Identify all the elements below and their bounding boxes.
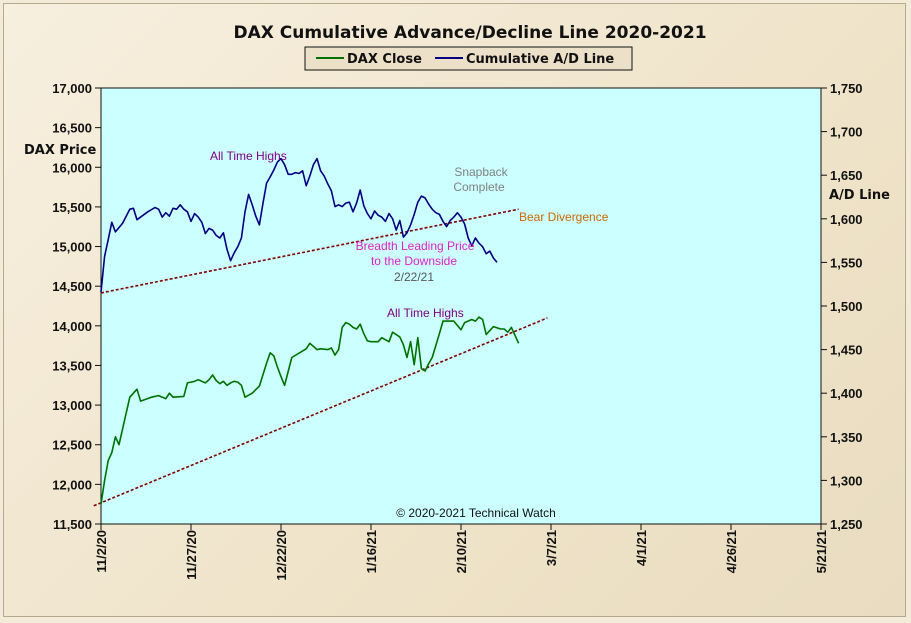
x-tick-label: 3/7/21	[544, 530, 559, 566]
annotation-snapback-1: Snapback	[454, 165, 508, 179]
dax-close-line	[100, 316, 520, 505]
x-tick-label: 5/21/21	[814, 530, 829, 573]
y-left-tick-label: 14,000	[52, 319, 92, 334]
chart-title: DAX Cumulative Advance/Decline Line 2020…	[233, 23, 706, 43]
annotation-ath-top: All Time Highs	[210, 149, 287, 163]
y-left-tick-label: 15,500	[52, 200, 92, 215]
y-left-tick-label: 14,500	[52, 279, 92, 294]
y-right-tick-label: 1,500	[830, 299, 863, 314]
y-right-tick-label: 1,250	[830, 517, 863, 532]
annotations: All Time Highs Snapback Complete Bear Di…	[210, 149, 609, 520]
x-tick-label: 4/26/21	[724, 530, 739, 573]
y-left-tick-label: 12,000	[52, 477, 92, 492]
annotation-snapback-2: Complete	[453, 180, 505, 194]
annotation-date: 2/22/21	[394, 270, 434, 284]
y-right-tick-label: 1,450	[830, 343, 863, 358]
legend-dax-label: DAX Close	[347, 52, 422, 67]
x-tick-label: 4/1/21	[634, 530, 649, 566]
annotation-breadth-1: Breadth Leading Price	[356, 239, 475, 253]
y-right-tick-label: 1,400	[830, 386, 863, 401]
annotation-breadth-2: to the Downside	[371, 254, 457, 268]
y-left-tick-label: 15,000	[52, 240, 92, 255]
x-tick-label: 12/22/20	[274, 530, 289, 581]
annotation-bear-divergence: Bear Divergence	[519, 210, 609, 224]
trendline	[100, 208, 519, 294]
trendlines	[93, 208, 548, 507]
y-right-tick-label: 1,750	[830, 81, 863, 96]
copyright-text: © 2020-2021 Technical Watch	[396, 506, 556, 520]
x-tick-label: 11/2/20	[94, 530, 109, 573]
series-lines	[100, 157, 520, 505]
ad-line	[100, 157, 498, 293]
y-right-tick-label: 1,300	[830, 473, 863, 488]
y-left-tick-label: 12,500	[52, 438, 92, 453]
y-right-tick-label: 1,600	[830, 212, 863, 227]
y-left-tick-label: 13,000	[52, 398, 92, 413]
annotation-ath-bottom: All Time Highs	[387, 306, 464, 320]
x-tick-label: 1/16/21	[364, 530, 379, 573]
y-right-tick-label: 1,350	[830, 430, 863, 445]
y-left-tick-label: 11,500	[53, 517, 92, 532]
y-right-tick-label: 1,650	[830, 168, 863, 183]
x-tick-label: 11/27/20	[184, 530, 199, 580]
trendline	[93, 317, 548, 507]
axes: 11,500 12,000 12,500 13,000 13,500 14,000 14,5…	[52, 81, 862, 581]
x-tick-label: 2/10/21	[454, 530, 469, 573]
y-axis-right-label: A/D Line	[829, 188, 890, 203]
legend-ad-label: Cumulative A/D Line	[466, 52, 614, 67]
legend: DAX Close Cumulative A/D Line	[304, 46, 633, 71]
y-left-tick-label: 13,500	[52, 358, 92, 373]
y-right-tick-label: 1,700	[830, 125, 863, 140]
y-left-tick-label: 16,000	[52, 160, 92, 175]
y-right-tick-label: 1,550	[830, 255, 863, 270]
y-left-tick-label: 17,000	[52, 81, 92, 96]
plot-area	[100, 87, 822, 525]
y-axis-left-label: DAX Price	[24, 143, 97, 158]
y-left-tick-label: 16,500	[52, 121, 92, 136]
